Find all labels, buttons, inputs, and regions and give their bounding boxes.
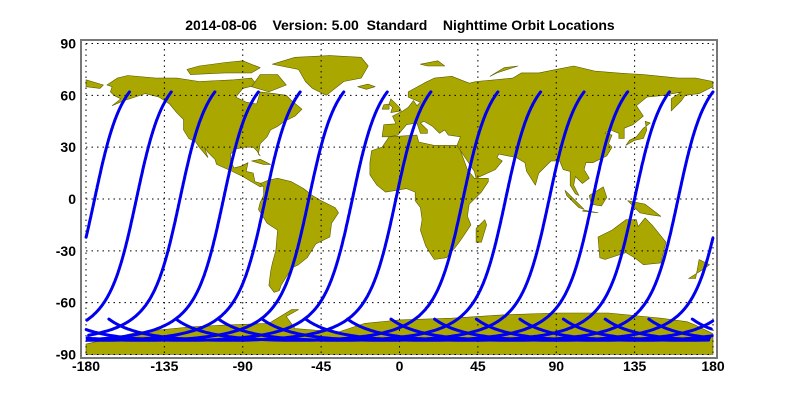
orbit-track [85,90,346,342]
landmass-madagascar [475,219,487,243]
orbit-track [87,90,217,337]
x-tick-label: -180 [72,358,100,374]
landmass-australia [597,217,667,266]
x-tick-label: 90 [548,358,564,374]
orbit-tracks [84,90,715,342]
land-layer [85,55,714,355]
landmass-iceland [357,83,376,90]
orbit-track [690,317,713,331]
y-tick-label: 0 [68,191,76,207]
landmass-sumatra [564,190,585,210]
landmass-north-america [106,75,303,188]
orbit-track [304,90,630,342]
orbit-track [84,90,389,342]
x-tick-label: -45 [311,358,331,374]
y-tick-label: 90 [60,36,76,52]
orbit-track [85,90,260,342]
landmass-arctic-islands [186,60,261,75]
landmass-chukotka [85,79,104,89]
x-tick-label: 180 [701,358,725,374]
orbit-track [603,317,710,342]
landmass-baffin-island [251,74,287,93]
orbit-track [346,90,671,342]
landmass-svalbard [420,60,446,67]
landmass-great-britain [388,98,402,113]
landmass-ireland [381,103,390,110]
orbit-track [389,90,715,342]
chart-title: 2014-08-06 Version: 5.00 Standard Nightt… [185,17,615,33]
x-tick-label: -90 [233,358,253,374]
landmass-new-guinea [627,200,662,217]
x-tick-label: 135 [623,358,647,374]
landmass-greenland [272,55,369,96]
plot-frame [80,39,718,359]
y-tick-label: 30 [60,139,76,155]
x-tick-labels: -180 -135 -90 -45 0 45 90 135 180 [72,358,725,374]
y-tick-label: -30 [56,243,76,259]
orbit-track [84,90,131,239]
landmass-africa [369,134,489,260]
y-tick-label: -60 [56,295,76,311]
x-tick-label: 0 [396,358,404,374]
orbit-track [85,90,302,342]
orbit-track [107,90,433,342]
landmass-japan [625,121,651,146]
landmass-novaya-zemlya [489,65,519,77]
orbit-track [561,317,711,342]
orbit-track [260,90,586,342]
y-tick-label: -90 [56,347,76,363]
landmass-cuba [251,159,271,165]
orbit-track [474,317,715,342]
orbit-track [647,317,712,340]
landmass-new-zealand [688,259,710,279]
y-tick-label: 60 [60,87,76,103]
y-tick-labels: 90 60 30 0 -30 -60 -90 [56,36,76,363]
landmass-south-america [258,178,339,293]
orbit-track [85,90,173,322]
x-tick-label: 45 [470,358,486,374]
x-tick-label: -135 [150,358,178,374]
